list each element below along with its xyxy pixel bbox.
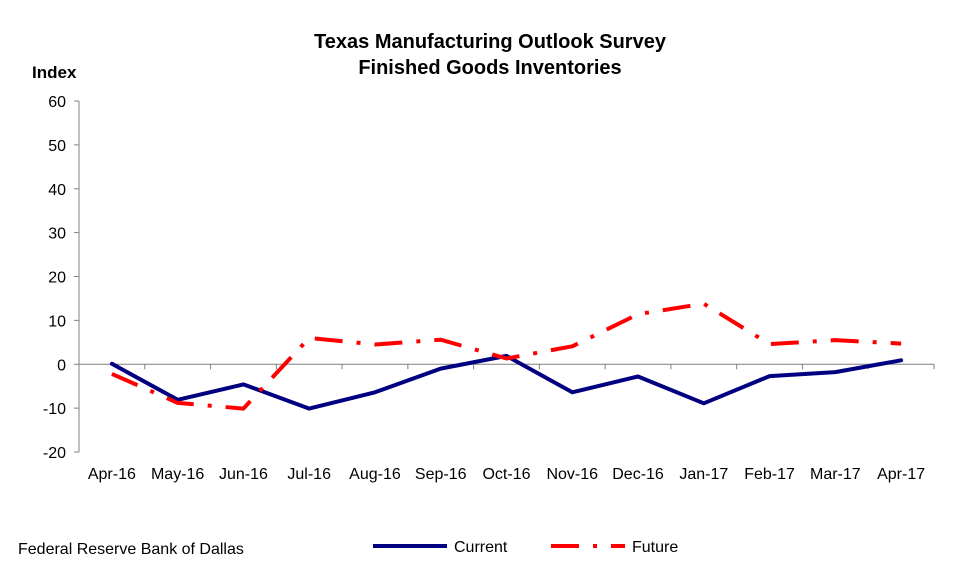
x-tick-label: Oct-16 xyxy=(482,466,530,483)
x-tick-labels: Apr-16 May-16 Jun-16 Jul-16 Aug-16 Sep-16 Oct-… xyxy=(88,466,925,483)
legend: Current Future xyxy=(373,539,678,556)
x-tick-label: Sep-16 xyxy=(415,466,467,483)
x-tick-label: Apr-16 xyxy=(88,466,136,483)
x-tick-label: Nov-16 xyxy=(546,466,598,483)
y-tick-label: 50 xyxy=(48,138,66,155)
x-tick-label: Dec-16 xyxy=(612,466,664,483)
x-tick-label: Jun-16 xyxy=(219,466,268,483)
x-tick-label: Jan-17 xyxy=(679,466,728,483)
x-tick-label: Mar-17 xyxy=(810,466,861,483)
y-tick-label: 10 xyxy=(48,313,66,330)
y-tick-label: 0 xyxy=(57,357,66,374)
chart-title: Texas Manufacturing Outlook Survey xyxy=(314,31,667,53)
source-note: Federal Reserve Bank of Dallas xyxy=(18,541,244,558)
y-tick-label: -10 xyxy=(43,401,66,418)
x-tick-label: Apr-17 xyxy=(877,466,925,483)
y-tick-labels: -20 -10 0 10 20 30 40 50 60 xyxy=(43,94,66,462)
y-tick-label: 40 xyxy=(48,182,66,199)
y-tick-label: 60 xyxy=(48,94,66,111)
legend-label-current: Current xyxy=(454,539,508,556)
x-tick-label: Jul-16 xyxy=(287,466,331,483)
chart-subtitle: Finished Goods Inventories xyxy=(358,57,621,79)
y-axis-label: Index xyxy=(32,63,77,82)
y-tick-label: 20 xyxy=(48,270,66,287)
y-tick-label: -20 xyxy=(43,445,66,462)
axes xyxy=(74,100,935,453)
y-tick-label: 30 xyxy=(48,226,66,243)
x-tick-label: Aug-16 xyxy=(349,466,401,483)
legend-label-future: Future xyxy=(632,539,678,556)
x-tick-label: Feb-17 xyxy=(744,466,795,483)
x-tick-label: May-16 xyxy=(151,466,204,483)
series-lines xyxy=(109,301,904,411)
